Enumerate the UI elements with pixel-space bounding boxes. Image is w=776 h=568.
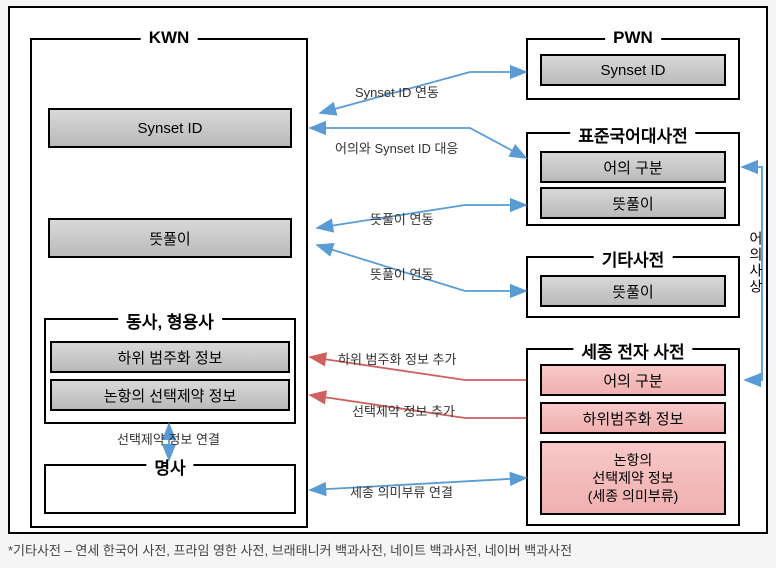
sejong-selres-box: 논항의 선택제약 정보 (세종 의미부류): [540, 441, 726, 515]
kwn-selres-box: 논항의 선택제약 정보: [50, 379, 290, 411]
edge-label-7: 세종 의미부류 연결: [350, 482, 453, 501]
edge-label-0: Synset ID 연동: [355, 82, 439, 101]
other-dict-title: 기타사전: [594, 246, 673, 271]
edge-label-1: 어의와 Synset ID 대응: [335, 138, 458, 157]
kwn-def-box: 뜻풀이: [48, 218, 292, 258]
edge-label-8: 어의사상: [746, 231, 766, 295]
edge-label-3: 뜻풀이 연동: [370, 264, 433, 283]
edge-label-4: 하위 범주화 정보 추가: [338, 349, 456, 368]
footnote: *기타사전 – 연세 한국어 사전, 프라임 영한 사전, 브래태니커 백과사전…: [8, 540, 572, 559]
kwn-subcat-box: 하위 범주화 정보: [50, 341, 290, 373]
sejong-selres-l1: 논항의 선택제약 정보 (세종 의미부류): [588, 451, 679, 506]
noun-title: 명사: [146, 454, 193, 479]
diagram-frame: KWN Synset ID 뜻풀이 동사, 형용사 하위 범주화 정보 논항의 …: [8, 6, 768, 534]
pwn-synset-box: Synset ID: [540, 54, 726, 86]
std-sense-box: 어의 구분: [540, 151, 726, 183]
other-def-box: 뜻풀이: [540, 275, 726, 307]
sejong-sense-box: 어의 구분: [540, 364, 726, 396]
sejong-title: 세종 전자 사전: [573, 338, 692, 363]
std-def-box: 뜻풀이: [540, 187, 726, 219]
kwn-title: KWN: [141, 28, 198, 48]
sejong-subcat-box: 하위범주화 정보: [540, 402, 726, 434]
pwn-title: PWN: [605, 28, 661, 48]
edge-label-6: 선택제약 정보 연결: [117, 429, 220, 448]
edge-label-5: 선택제약 정보 추가: [352, 401, 455, 420]
std-dict-title: 표준국어대사전: [570, 122, 695, 147]
kwn-synset-box: Synset ID: [48, 108, 292, 148]
verb-adj-title: 동사, 형용사: [118, 308, 222, 333]
edge-label-2: 뜻풀이 연동: [370, 209, 433, 228]
noun-container: 명사: [44, 464, 296, 514]
